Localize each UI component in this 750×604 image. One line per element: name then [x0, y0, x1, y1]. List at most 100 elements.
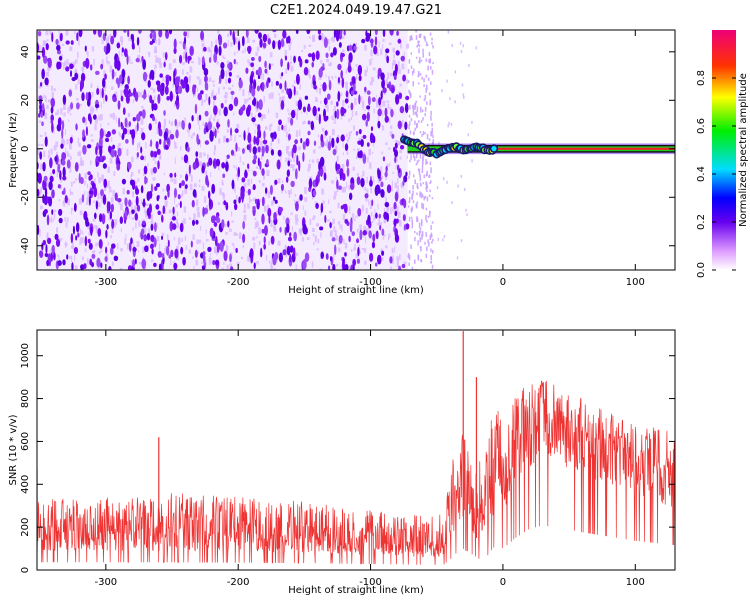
noise-blob: [295, 30, 299, 35]
noise-blob: [60, 143, 64, 149]
noise-blob: [71, 76, 76, 82]
noise-blob: [229, 253, 232, 263]
noise-speckle: [395, 156, 398, 163]
snr-y-tick-label: 800: [20, 389, 31, 408]
noise-speckle: [217, 164, 220, 171]
noise-blob: [304, 95, 309, 100]
noise-blob: [393, 201, 397, 210]
noise-speckle: [272, 224, 276, 229]
noise-speckle: [234, 135, 236, 142]
noise-speckle: [426, 196, 429, 202]
noise-speckle: [403, 52, 405, 59]
noise-speckle: [77, 137, 80, 144]
noise-speckle: [244, 47, 246, 53]
noise-speckle: [432, 238, 434, 242]
noise-speckle: [412, 190, 414, 196]
noise-speckle: [289, 41, 292, 45]
noise-speckle: [192, 132, 196, 136]
noise-blob: [69, 70, 73, 77]
noise-speckle: [39, 134, 43, 138]
noise-blob: [153, 30, 157, 42]
noise-speckle: [155, 58, 158, 63]
noise-blob: [237, 166, 241, 178]
noise-speckle: [103, 97, 105, 104]
noise-speckle: [208, 182, 210, 186]
noise-speckle: [231, 211, 233, 217]
noise-speckle: [252, 67, 255, 71]
noise-speckle: [260, 138, 263, 141]
noise-speckle: [340, 115, 343, 120]
noise-speckle: [400, 42, 402, 49]
noise-speckle: [285, 252, 288, 258]
noise-speckle: [388, 42, 392, 45]
noise-speckle: [138, 169, 141, 174]
noise-blob: [150, 30, 155, 34]
noise-blob: [91, 253, 96, 259]
noise-blob: [337, 76, 341, 84]
noise-speckle: [441, 89, 443, 93]
noise-blob: [140, 185, 144, 194]
noise-speckle: [90, 83, 93, 88]
noise-blob: [353, 90, 358, 95]
noise-speckle: [84, 173, 86, 179]
noise-blob: [290, 117, 294, 126]
noise-speckle: [255, 166, 259, 169]
noise-speckle: [401, 120, 404, 128]
noise-blob: [315, 202, 319, 209]
noise-blob: [117, 100, 121, 110]
noise-blob: [352, 258, 357, 267]
noise-speckle: [212, 100, 215, 107]
noise-speckle: [72, 181, 76, 184]
noise-blob: [37, 172, 42, 184]
noise-speckle: [256, 46, 260, 52]
noise-speckle: [210, 172, 212, 177]
noise-speckle: [163, 172, 166, 176]
noise-blob: [386, 83, 391, 89]
noise-blob: [80, 264, 85, 270]
noise-speckle: [86, 183, 89, 189]
noise-blob: [323, 97, 328, 106]
noise-speckle: [418, 230, 421, 237]
noise-blob: [307, 53, 313, 58]
noise-blob: [113, 30, 117, 38]
noise-blob: [155, 183, 160, 188]
noise-blob: [402, 180, 405, 187]
noise-speckle: [456, 256, 459, 260]
noise-speckle: [428, 51, 431, 57]
noise-speckle: [266, 67, 268, 71]
noise-blob: [384, 115, 389, 123]
noise-speckle: [415, 56, 418, 59]
noise-speckle: [431, 264, 434, 269]
noise-speckle: [236, 261, 240, 266]
noise-blob: [252, 170, 257, 177]
noise-speckle: [369, 61, 372, 65]
noise-speckle: [335, 177, 338, 180]
noise-blob: [208, 197, 211, 207]
noise-speckle: [106, 37, 109, 45]
noise-blob: [163, 109, 166, 116]
noise-speckle: [252, 236, 256, 241]
noise-speckle: [412, 200, 415, 204]
noise-speckle: [176, 122, 179, 129]
noise-speckle: [233, 243, 235, 251]
noise-speckle: [78, 38, 80, 46]
noise-blob: [373, 45, 378, 55]
noise-speckle: [145, 214, 147, 219]
noise-speckle: [238, 233, 241, 239]
noise-speckle: [316, 86, 318, 93]
noise-blob: [127, 161, 132, 170]
noise-blob: [150, 243, 154, 249]
noise-speckle: [186, 71, 189, 75]
noise-speckle: [418, 159, 420, 162]
noise-speckle: [408, 190, 411, 194]
spectrogram-y-tick-label: -40: [20, 238, 31, 254]
noise-speckle: [270, 141, 273, 147]
noise-speckle: [460, 239, 463, 243]
noise-blob: [70, 233, 74, 244]
noise-speckle: [139, 262, 142, 265]
noise-speckle: [246, 37, 250, 43]
noise-blob: [183, 154, 189, 164]
noise-blob: [117, 147, 122, 157]
noise-blob: [106, 201, 110, 212]
